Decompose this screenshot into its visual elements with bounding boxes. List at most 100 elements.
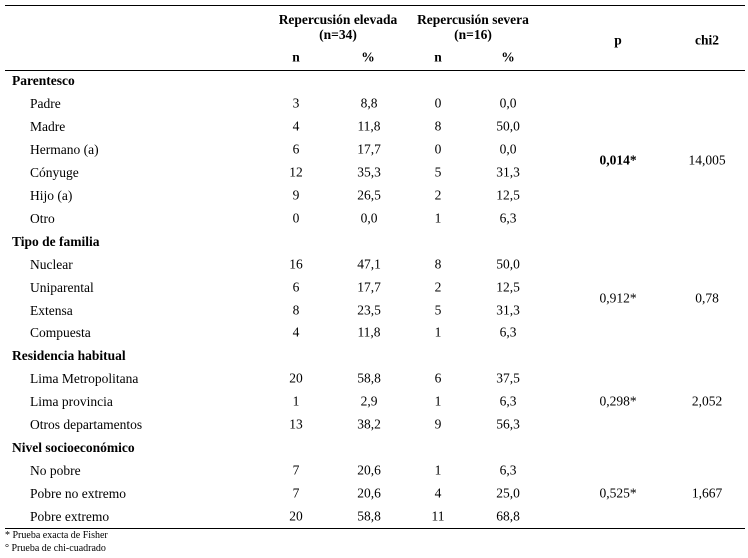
- cell: 1: [434, 462, 442, 478]
- cell: 12,5: [496, 187, 520, 203]
- cell: 0,0: [499, 141, 517, 157]
- p-value: 0,525*: [599, 485, 637, 501]
- cell: 23,5: [357, 302, 381, 318]
- section-title: Tipo de familia: [12, 233, 100, 249]
- sub-header: n: [292, 49, 300, 65]
- row-label: No pobre: [30, 463, 81, 479]
- cell: 20: [289, 370, 303, 386]
- cell: 6,3: [499, 393, 517, 409]
- cell: 38,2: [357, 416, 381, 432]
- sub-header: %: [501, 49, 515, 65]
- cell: 31,3: [496, 302, 520, 318]
- row-label: Madre: [30, 118, 66, 134]
- cell: 11: [431, 508, 445, 524]
- row-label: Padre: [30, 95, 61, 111]
- cell: 7: [292, 462, 300, 478]
- cell: 5: [434, 164, 442, 180]
- cell: 37,5: [496, 370, 520, 386]
- cell: 6: [292, 141, 300, 157]
- cell: 8: [434, 118, 442, 134]
- cell: 0,0: [499, 95, 517, 111]
- row-label: Uniparental: [30, 279, 94, 295]
- cell: 16: [289, 256, 303, 272]
- cell: 12,5: [496, 279, 520, 295]
- cell: 1: [434, 393, 442, 409]
- cell: 13: [289, 416, 303, 432]
- cell: 4: [292, 118, 300, 134]
- cell: 26,5: [357, 187, 381, 203]
- row-label: Lima provincia: [30, 394, 113, 410]
- cell: 2: [434, 279, 442, 295]
- cell: 17,7: [357, 141, 381, 157]
- cell: 6,3: [499, 462, 517, 478]
- cell: 2,9: [360, 393, 378, 409]
- cell: 6: [292, 279, 300, 295]
- cell: 58,8: [357, 370, 381, 386]
- header-rule: [5, 70, 745, 71]
- p-value: 0,912*: [599, 290, 637, 306]
- cell: 6: [434, 370, 442, 386]
- cell: 68,8: [496, 508, 520, 524]
- cell: 20,6: [357, 462, 381, 478]
- cell: 2: [434, 187, 442, 203]
- cell: 50,0: [496, 256, 520, 272]
- cell: 47,1: [357, 256, 381, 272]
- cell: 4: [434, 485, 442, 501]
- row-label: Nuclear: [30, 256, 73, 272]
- chi2-value: 2,052: [691, 393, 723, 409]
- chi2-value: 14,005: [688, 152, 726, 168]
- row-label: Pobre no extremo: [30, 486, 126, 502]
- row-label: Hermano (a): [30, 141, 99, 157]
- cell: 4: [292, 325, 300, 341]
- column-header: chi2: [694, 32, 720, 48]
- cell: 12: [289, 164, 303, 180]
- cell: 35,3: [357, 164, 381, 180]
- cell: 6,3: [499, 325, 517, 341]
- cell: 8,8: [360, 95, 378, 111]
- cell: 20: [289, 508, 303, 524]
- p-value: 0,014*: [599, 152, 637, 168]
- section-title: Parentesco: [12, 73, 75, 88]
- cell: 5: [434, 302, 442, 318]
- row-label: Compuesta: [30, 325, 91, 341]
- cell: 1: [434, 210, 442, 226]
- group-header: Repercusión elevada (n=34): [278, 12, 398, 42]
- sub-header: n: [434, 49, 442, 65]
- cell: 11,8: [357, 325, 381, 341]
- cell: 6,3: [499, 210, 517, 226]
- row-label: Pobre extremo: [30, 509, 110, 525]
- footnote: * Prueba exacta de Fisher: [5, 530, 108, 541]
- cell: 0: [434, 95, 442, 111]
- cell: 25,0: [496, 485, 520, 501]
- column-header: p: [614, 32, 622, 48]
- cell: 56,3: [496, 416, 520, 432]
- cell: 11,8: [357, 118, 381, 134]
- section-title: Nivel socioeconómico: [12, 440, 135, 456]
- section-title: Residencia habitual: [12, 348, 126, 364]
- p-value: 0,298*: [599, 393, 637, 409]
- row-label: Lima Metropolitana: [30, 371, 139, 387]
- row-label: Otros departamentos: [30, 417, 143, 433]
- cell: 8: [434, 256, 442, 272]
- cell: 3: [292, 95, 300, 111]
- cell: 58,8: [357, 508, 381, 524]
- cell: 9: [292, 187, 300, 203]
- cell: 50,0: [496, 118, 520, 134]
- group-header: Repercusión severa (n=16): [417, 12, 529, 42]
- chi2-value: 0,78: [695, 290, 719, 306]
- cell: 0,0: [360, 210, 378, 226]
- row-label: Extensa: [30, 302, 73, 318]
- sub-header: %: [361, 49, 375, 65]
- cell: 9: [434, 416, 442, 432]
- row-label: Hijo (a): [30, 187, 73, 203]
- cell: 1: [434, 325, 442, 341]
- footnote: ° Prueba de chi-cuadrado: [5, 543, 106, 554]
- cell: 8: [292, 302, 300, 318]
- row-label: Otro: [30, 210, 55, 226]
- top-rule: [5, 5, 745, 6]
- chi2-value: 1,667: [691, 485, 723, 501]
- row-label: Cónyuge: [30, 164, 79, 180]
- cell: 17,7: [357, 279, 381, 295]
- cell: 7: [292, 485, 300, 501]
